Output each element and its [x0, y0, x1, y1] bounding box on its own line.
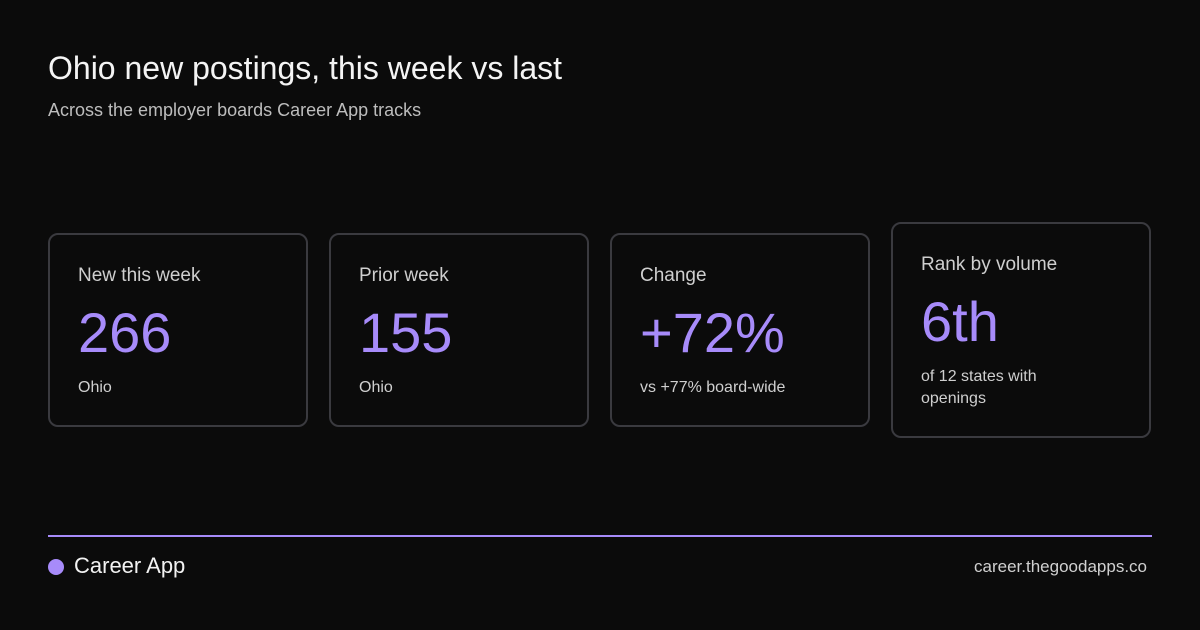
stat-card: Prior week 155 Ohio [329, 232, 589, 427]
divider [48, 535, 1152, 537]
stat-card: Change +72% vs +77% board-wide [610, 232, 870, 427]
stat-note: of 12 states with openings [921, 367, 1037, 407]
card-row: New this week 266 Ohio Prior week 155 Ohio Cha… [48, 217, 1152, 442]
title: Ohio new postings, this week vs last [48, 50, 563, 86]
stat-value: 155 [359, 300, 453, 364]
stat-value: 6th [921, 289, 999, 353]
stat-label: New this week [78, 264, 201, 286]
brand: Career App [74, 553, 186, 578]
brand-dot [48, 559, 64, 575]
stat-note: Ohio [359, 378, 393, 396]
subtitle: Across the employer boards Career App tr… [48, 100, 422, 120]
stat-label: Prior week [359, 264, 449, 286]
stat-card: New this week 266 Ohio [48, 232, 308, 427]
stat-value: +72% [640, 300, 785, 364]
stat-value: 266 [78, 300, 172, 364]
stat-card: Rank by volume 6th of 12 states with openi… [891, 221, 1151, 438]
stat-note: vs +77% board-wide [640, 378, 786, 396]
stat-label: Change [640, 264, 707, 286]
url: career.thegoodapps.co [974, 557, 1147, 576]
stat-note: Ohio [78, 378, 112, 396]
stat-label: Rank by volume [921, 253, 1058, 275]
